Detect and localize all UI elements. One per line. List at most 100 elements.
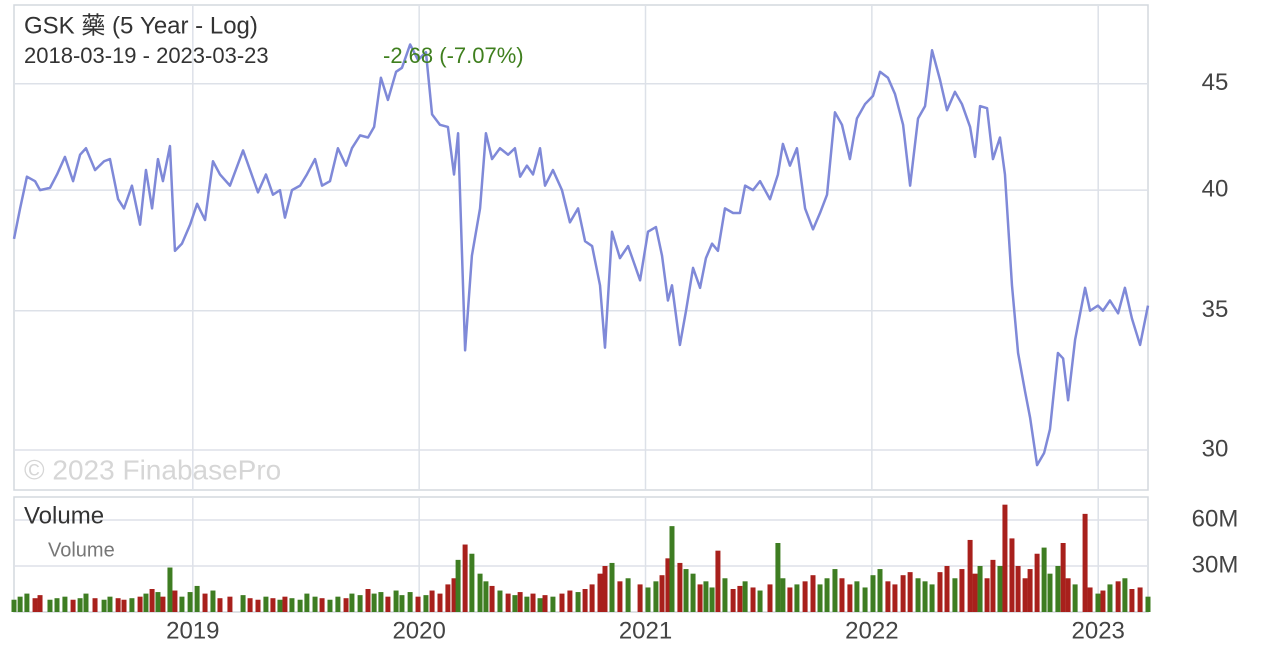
price-panel	[13, 4, 1149, 491]
volume-bar	[683, 569, 689, 612]
volume-bar	[1055, 566, 1061, 612]
volume-bar	[319, 598, 325, 612]
volume-bar	[121, 599, 127, 612]
volume-bar	[393, 590, 399, 612]
volume-bar	[277, 599, 283, 612]
volume-bar	[489, 585, 495, 612]
volume-bar	[885, 581, 891, 612]
volume-bar	[847, 584, 853, 612]
volume-bar	[385, 596, 391, 612]
volume-bar	[737, 585, 743, 612]
volume-bar	[575, 592, 581, 612]
volume-bar	[802, 581, 808, 612]
volume-bar	[810, 575, 816, 612]
x-tick-label: 2019	[166, 617, 219, 644]
volume-bar	[1027, 569, 1033, 612]
volume-bar	[1082, 513, 1088, 612]
volume-bar	[11, 599, 17, 612]
x-tick-label: 2022	[845, 617, 898, 644]
volume-bar	[1002, 504, 1008, 612]
volume-bar	[304, 593, 310, 612]
volume-bar	[1087, 587, 1093, 612]
chart-title: GSK 藥 (5 Year - Log)	[24, 12, 258, 39]
volume-bar	[255, 599, 261, 612]
volume-bar	[750, 587, 756, 612]
volume-bar	[1047, 573, 1053, 612]
volume-bar	[297, 599, 303, 612]
volume-bar	[653, 581, 659, 612]
volume-bar	[1041, 547, 1047, 612]
volume-bar	[210, 590, 216, 612]
volume-bar	[451, 578, 457, 612]
volume-bar	[143, 593, 149, 612]
y-tick-label: 30	[1202, 435, 1229, 462]
volume-bar	[415, 596, 421, 612]
x-tick-label: 2021	[619, 617, 672, 644]
y-tick-label: 35	[1202, 296, 1229, 323]
volume-bar	[1122, 578, 1128, 612]
volume-bar	[101, 599, 107, 612]
volume-bar	[289, 598, 295, 612]
volume-bar	[907, 572, 913, 612]
volume-bar	[625, 578, 631, 612]
volume-bar	[922, 581, 928, 612]
volume-bar	[365, 589, 371, 612]
volume-bar	[787, 587, 793, 612]
volume-bar	[115, 598, 121, 612]
volume-bar	[900, 575, 906, 612]
volume-bar	[160, 596, 166, 612]
volume-bar	[967, 539, 973, 612]
watermark: © 2023 FinabasePro	[24, 454, 281, 485]
volume-bar	[609, 562, 615, 612]
volume-bar	[542, 595, 548, 612]
volume-bar	[378, 592, 384, 612]
volume-bar	[497, 590, 503, 612]
volume-bar	[1100, 590, 1106, 612]
volume-bar	[32, 598, 38, 612]
volume-bar	[742, 581, 748, 612]
volume-bar	[892, 584, 898, 612]
volume-bar	[1072, 584, 1078, 612]
volume-bar	[155, 592, 161, 612]
volume-bar	[937, 572, 943, 612]
volume-bar	[512, 595, 518, 612]
volume-bar	[37, 595, 43, 612]
volume-bar	[929, 584, 935, 612]
volume-bar	[357, 595, 363, 612]
volume-panel	[13, 496, 1149, 613]
volume-bar	[1095, 593, 1101, 612]
volume-bar	[582, 589, 588, 612]
volume-bar	[335, 596, 341, 612]
volume-bar	[645, 587, 651, 612]
volume-bar	[824, 578, 830, 612]
volume-bar	[559, 593, 565, 612]
volume-bar	[870, 575, 876, 612]
volume-bar	[282, 596, 288, 612]
volume-bar	[669, 526, 675, 612]
volume-bar	[944, 566, 950, 612]
y-tick-label: 60M	[1192, 505, 1239, 532]
volume-bar	[915, 578, 921, 612]
volume-bar	[429, 590, 435, 612]
volume-bar	[107, 596, 113, 612]
legend-entry: Volume	[48, 539, 115, 561]
volume-title: Volume	[24, 502, 104, 529]
volume-bar	[1137, 587, 1143, 612]
volume-bar	[972, 573, 978, 612]
volume-bar	[990, 559, 996, 612]
grid	[14, 5, 1148, 612]
volume-bar	[167, 567, 173, 612]
volume-bar	[537, 598, 543, 612]
volume-bar	[1015, 566, 1021, 612]
x-tick-label: 2023	[1072, 617, 1125, 644]
volume-bar	[371, 593, 377, 612]
volume-bar	[839, 578, 845, 612]
volume-bar	[665, 558, 671, 612]
y-tick-label: 30M	[1192, 551, 1239, 578]
volume-bar	[327, 599, 333, 612]
volume-bar	[709, 587, 715, 612]
volume-bar	[767, 584, 773, 612]
y-tick-label: 40	[1202, 175, 1229, 202]
volume-bar	[270, 598, 276, 612]
volume-bar	[1022, 578, 1028, 612]
